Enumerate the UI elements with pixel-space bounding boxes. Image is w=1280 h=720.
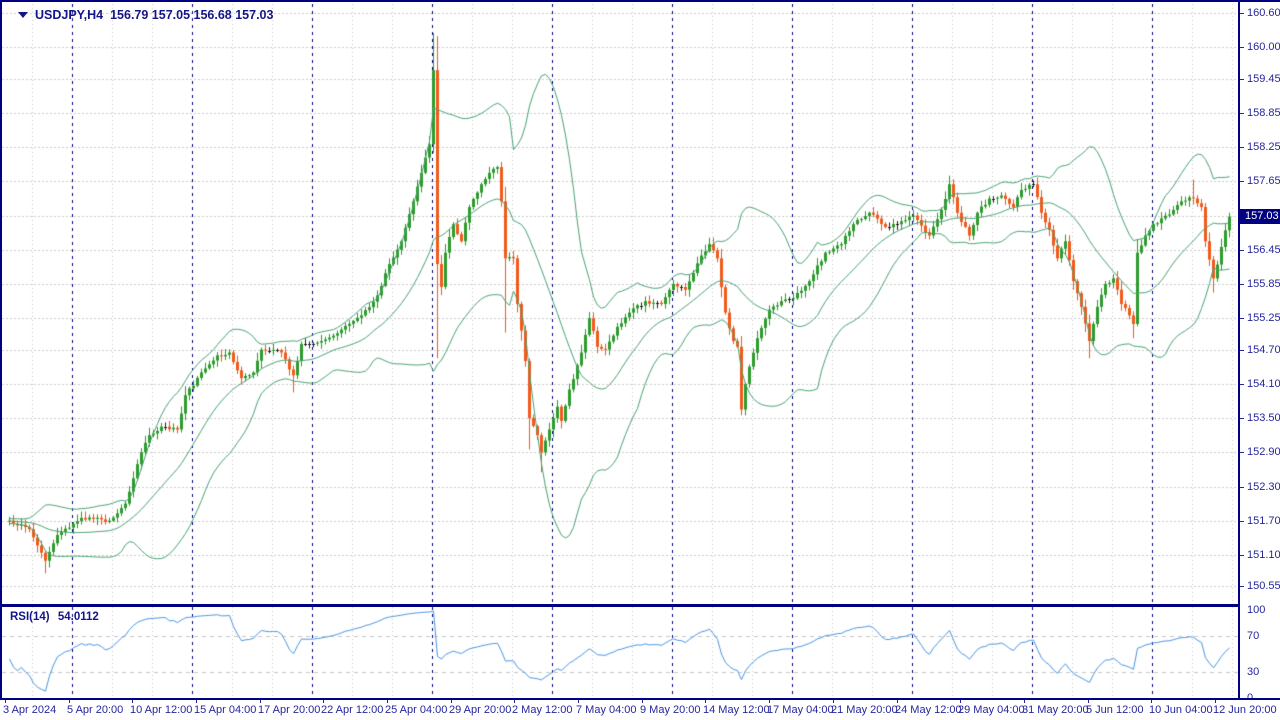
price-axis-label: 151.10 (1247, 549, 1280, 561)
price-axis-tick (1240, 13, 1244, 14)
price-axis-label: 157.65 (1247, 175, 1280, 187)
price-axis[interactable]: 157.03 160.60 160.00 159.45 158.85 158.25 157… (1240, 2, 1280, 704)
chart-title: USDJPY,H4 156.79 157.05 156.68 157.03 (18, 8, 273, 22)
time-axis-label: 17 May 04:00 (767, 704, 834, 716)
time-axis-tick (1215, 700, 1216, 703)
current-price-badge: 157.03 (1240, 209, 1280, 224)
price-axis-label: 153.50 (1247, 412, 1280, 424)
time-axis-tick (705, 700, 706, 703)
time-axis-label: 2 May 12:00 (512, 704, 573, 716)
price-axis-tick (1240, 181, 1244, 182)
price-axis-tick (1240, 384, 1244, 385)
time-axis-tick (451, 700, 452, 703)
time-axis-tick (132, 700, 133, 703)
time-axis-tick (196, 700, 197, 703)
time-axis-label: 29 Apr 20:00 (449, 704, 512, 716)
time-axis-label: 31 May 20:00 (1022, 704, 1089, 716)
price-axis-label: 160.60 (1247, 7, 1280, 19)
time-axis-label: 3 Apr 2024 (3, 704, 57, 716)
time-axis-tick (387, 700, 388, 703)
time-axis-tick (5, 700, 6, 703)
rsi-chart-canvas[interactable] (2, 607, 1238, 698)
price-axis-label: 152.90 (1247, 446, 1280, 458)
time-axis-tick (514, 700, 515, 703)
price-axis-tick (1240, 487, 1244, 488)
price-axis-label: 158.25 (1247, 141, 1280, 153)
price-axis-label: 158.85 (1247, 107, 1280, 119)
time-axis-tick (69, 700, 70, 703)
panel-divider[interactable] (0, 604, 1240, 607)
price-axis-tick (1240, 586, 1244, 587)
time-axis-label: 14 May 12:00 (703, 704, 770, 716)
price-axis-label: 156.45 (1247, 244, 1280, 256)
time-axis-tick (960, 700, 961, 703)
price-axis-label: 152.30 (1247, 481, 1280, 493)
time-axis-label: 22 Apr 12:00 (321, 704, 384, 716)
time-axis-tick (260, 700, 261, 703)
time-axis-tick (642, 700, 643, 703)
time-axis-tick (769, 700, 770, 703)
price-axis-label: 159.45 (1247, 73, 1280, 85)
price-axis-label: 160.00 (1247, 41, 1280, 53)
price-axis-tick (1240, 318, 1244, 319)
price-axis-tick (1240, 284, 1244, 285)
rsi-axis-label: 100 (1247, 604, 1266, 616)
time-axis[interactable]: 3 Apr 2024 5 Apr 20:00 10 Apr 12:00 15 Apr … (0, 698, 1280, 720)
title-symbol: USDJPY,H4 (35, 8, 104, 22)
time-axis-tick (578, 700, 579, 703)
time-axis-label: 7 May 04:00 (576, 704, 637, 716)
price-axis-label: 154.10 (1247, 378, 1280, 390)
price-axis-tick (1240, 47, 1244, 48)
price-axis-tick (1240, 555, 1244, 556)
title-ohlc: 156.79 157.05 156.68 157.03 (110, 8, 274, 22)
price-axis-tick (1240, 452, 1244, 453)
time-axis-tick (1024, 700, 1025, 703)
time-axis-label: 21 May 20:00 (831, 704, 898, 716)
price-axis-label: 154.70 (1247, 344, 1280, 356)
rsi-value: 54.0112 (57, 611, 99, 623)
time-axis-tick (323, 700, 324, 703)
price-axis-label: 151.70 (1247, 515, 1280, 527)
price-axis-tick (1240, 418, 1244, 419)
price-axis-tick (1240, 250, 1244, 251)
time-axis-tick (833, 700, 834, 703)
price-axis-tick (1240, 350, 1244, 351)
dropdown-triangle-icon (18, 12, 28, 18)
price-axis-divider (1238, 2, 1240, 698)
price-axis-tick (1240, 79, 1244, 80)
price-axis-label: 155.25 (1247, 312, 1280, 324)
price-axis-tick (1240, 113, 1244, 114)
time-axis-label: 5 Apr 20:00 (67, 704, 124, 716)
rsi-indicator-label: RSI(14) 54.0112 (10, 611, 99, 623)
main-chart-panel: USDJPY,H4 156.79 157.05 156.68 157.03 (2, 4, 1238, 604)
time-axis-label: 25 Apr 04:00 (385, 704, 448, 716)
price-axis-label: 150.55 (1247, 580, 1280, 592)
time-axis-tick (1088, 700, 1089, 703)
chart-left-frame (0, 2, 2, 698)
time-axis-label: 24 May 12:00 (895, 704, 962, 716)
time-axis-label: 12 Jun 20:00 (1213, 704, 1277, 716)
time-axis-tick (897, 700, 898, 703)
rsi-axis-label: 30 (1247, 666, 1260, 678)
time-axis-label: 10 Apr 12:00 (130, 704, 193, 716)
price-chart-canvas[interactable] (2, 4, 1238, 604)
price-axis-label: 155.85 (1247, 278, 1280, 290)
price-axis-tick (1240, 147, 1244, 148)
time-axis-label: 10 Jun 04:00 (1149, 704, 1213, 716)
time-axis-label: 5 Jun 12:00 (1086, 704, 1144, 716)
time-axis-tick (1151, 700, 1152, 703)
rsi-panel: RSI(14) 54.0112 (2, 607, 1238, 698)
rsi-name: RSI(14) (10, 611, 50, 623)
time-axis-label: 17 Apr 20:00 (258, 704, 321, 716)
price-axis-tick (1240, 521, 1244, 522)
time-axis-label: 9 May 20:00 (640, 704, 701, 716)
time-axis-label: 29 May 04:00 (958, 704, 1025, 716)
time-axis-label: 15 Apr 04:00 (194, 704, 257, 716)
rsi-axis-label: 70 (1247, 630, 1260, 642)
